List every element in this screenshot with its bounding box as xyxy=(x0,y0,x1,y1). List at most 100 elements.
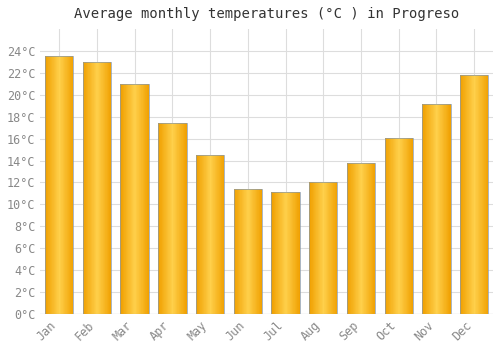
Bar xyxy=(120,84,149,314)
Bar xyxy=(390,138,391,314)
Bar xyxy=(102,62,103,314)
Bar xyxy=(206,155,208,314)
Bar xyxy=(252,189,253,314)
Bar xyxy=(317,182,318,314)
Bar xyxy=(320,182,321,314)
Bar xyxy=(83,62,111,314)
Bar xyxy=(365,163,366,314)
Bar xyxy=(134,84,135,314)
Bar xyxy=(408,138,409,314)
Bar xyxy=(198,155,199,314)
Bar xyxy=(92,62,93,314)
Bar xyxy=(159,123,160,314)
Bar xyxy=(296,192,297,314)
Bar xyxy=(311,182,312,314)
Bar xyxy=(393,138,394,314)
Bar xyxy=(405,138,406,314)
Bar xyxy=(132,84,133,314)
Bar xyxy=(480,75,481,314)
Bar xyxy=(425,104,426,314)
Bar xyxy=(95,62,96,314)
Bar xyxy=(91,62,92,314)
Bar xyxy=(59,56,60,314)
Bar xyxy=(371,163,372,314)
Bar xyxy=(407,138,408,314)
Bar xyxy=(46,56,48,314)
Bar xyxy=(135,84,136,314)
Bar xyxy=(473,75,474,314)
Bar xyxy=(110,62,111,314)
Bar xyxy=(164,123,165,314)
Bar xyxy=(128,84,129,314)
Bar xyxy=(50,56,51,314)
Bar xyxy=(185,123,186,314)
Bar xyxy=(52,56,53,314)
Bar xyxy=(236,189,237,314)
Bar xyxy=(347,163,348,314)
Bar xyxy=(129,84,130,314)
Bar xyxy=(347,163,375,314)
Bar xyxy=(101,62,102,314)
Bar xyxy=(294,192,295,314)
Bar xyxy=(431,104,432,314)
Bar xyxy=(362,163,364,314)
Bar xyxy=(335,182,336,314)
Bar xyxy=(278,192,279,314)
Bar xyxy=(221,155,222,314)
Bar xyxy=(289,192,290,314)
Bar xyxy=(280,192,281,314)
Bar xyxy=(122,84,124,314)
Bar xyxy=(436,104,437,314)
Bar xyxy=(481,75,482,314)
Bar xyxy=(412,138,413,314)
Bar xyxy=(143,84,144,314)
Bar xyxy=(286,192,287,314)
Bar xyxy=(160,123,161,314)
Bar xyxy=(215,155,216,314)
Bar xyxy=(178,123,179,314)
Bar xyxy=(261,189,262,314)
Bar xyxy=(63,56,64,314)
Bar xyxy=(476,75,477,314)
Bar xyxy=(298,192,299,314)
Bar xyxy=(329,182,330,314)
Bar xyxy=(208,155,209,314)
Bar xyxy=(358,163,360,314)
Bar xyxy=(250,189,251,314)
Bar xyxy=(182,123,183,314)
Bar xyxy=(384,138,385,314)
Bar xyxy=(176,123,177,314)
Bar xyxy=(401,138,402,314)
Bar xyxy=(84,62,85,314)
Bar xyxy=(161,123,162,314)
Bar xyxy=(337,182,338,314)
Bar xyxy=(130,84,131,314)
Bar xyxy=(173,123,174,314)
Bar xyxy=(45,56,74,314)
Bar xyxy=(396,138,397,314)
Bar xyxy=(411,138,412,314)
Bar xyxy=(310,182,311,314)
Bar xyxy=(477,75,478,314)
Bar xyxy=(85,62,86,314)
Bar xyxy=(158,123,159,314)
Bar xyxy=(64,56,65,314)
Bar xyxy=(257,189,258,314)
Title: Average monthly temperatures (°C ) in Progreso: Average monthly temperatures (°C ) in Pr… xyxy=(74,7,460,21)
Bar xyxy=(54,56,55,314)
Bar xyxy=(276,192,277,314)
Bar xyxy=(106,62,107,314)
Bar xyxy=(487,75,488,314)
Bar xyxy=(356,163,357,314)
Bar xyxy=(366,163,367,314)
Bar xyxy=(316,182,317,314)
Bar xyxy=(259,189,260,314)
Bar xyxy=(438,104,440,314)
Bar xyxy=(389,138,390,314)
Bar xyxy=(246,189,248,314)
Bar xyxy=(354,163,355,314)
Bar xyxy=(287,192,288,314)
Bar xyxy=(100,62,101,314)
Bar xyxy=(99,62,100,314)
Bar xyxy=(472,75,473,314)
